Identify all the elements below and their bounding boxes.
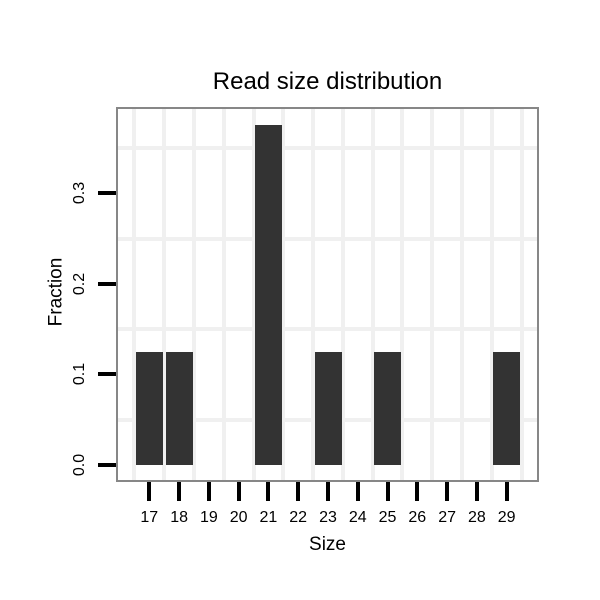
x-tick	[177, 482, 182, 501]
x-tick	[415, 482, 420, 501]
x-tick	[355, 482, 360, 501]
y-tick	[98, 372, 116, 377]
x-tick	[326, 482, 330, 501]
x-tick-label: 28	[467, 509, 486, 526]
x-tick-label: 29	[497, 509, 516, 526]
chart-title: Read size distribution	[212, 68, 443, 95]
vertical-gridline	[192, 107, 196, 482]
x-tick-label: 20	[229, 509, 248, 526]
x-tick-label: 21	[259, 509, 278, 526]
x-tick	[445, 482, 450, 501]
x-tick	[385, 482, 390, 501]
bar-size-21	[254, 125, 282, 465]
vertical-gridline	[370, 107, 375, 482]
vertical-gridline	[311, 107, 316, 482]
vertical-gridline	[489, 107, 494, 482]
y-tick	[98, 191, 116, 196]
y-tick	[98, 463, 116, 467]
x-tick	[266, 482, 271, 501]
x-tick-label: 17	[140, 509, 159, 526]
x-tick	[504, 482, 509, 501]
x-tick-label: 27	[438, 509, 456, 526]
x-tick-label: 26	[408, 509, 427, 526]
bar-size-25	[374, 351, 401, 465]
vertical-gridline	[162, 107, 167, 482]
bar-size-29	[493, 351, 521, 465]
bar-size-17	[135, 351, 163, 465]
x-tick-label: 22	[289, 509, 308, 526]
horizontal-gridline	[116, 236, 539, 241]
x-tick	[147, 482, 152, 501]
vertical-gridline	[460, 107, 464, 482]
y-tick-label: 0.3	[71, 182, 88, 205]
x-axis-title: Size	[309, 534, 346, 555]
bar-size-23	[314, 351, 342, 465]
vertical-gridline	[132, 107, 137, 482]
bar-size-18	[165, 351, 193, 465]
vertical-gridline	[340, 107, 345, 482]
x-tick	[296, 482, 301, 501]
plot-panel	[116, 107, 539, 482]
x-tick-label: 25	[378, 509, 397, 526]
x-tick-label: 18	[170, 509, 188, 526]
horizontal-gridline	[116, 327, 539, 332]
y-tick-label: 0.0	[71, 453, 88, 477]
vertical-gridline	[430, 107, 435, 482]
x-tick	[474, 482, 479, 501]
vertical-gridline	[400, 107, 405, 482]
x-tick	[206, 482, 211, 501]
y-axis-title: Fraction	[45, 257, 67, 327]
vertical-gridline	[519, 107, 524, 482]
vertical-gridline	[281, 107, 286, 482]
x-tick-label: 19	[199, 509, 218, 526]
y-tick-label: 0.1	[71, 363, 88, 386]
vertical-gridline	[251, 107, 256, 482]
x-tick	[236, 482, 241, 501]
y-tick-label: 0.2	[71, 272, 88, 296]
x-tick-label: 24	[348, 509, 367, 526]
vertical-gridline	[221, 107, 226, 482]
y-tick	[98, 281, 116, 286]
x-tick-label: 23	[319, 509, 337, 526]
horizontal-gridline	[116, 146, 539, 150]
